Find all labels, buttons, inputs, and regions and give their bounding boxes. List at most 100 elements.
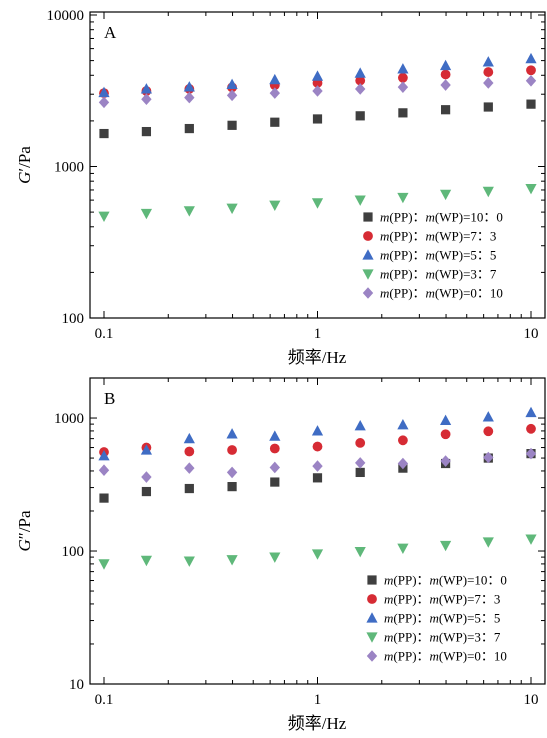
legend-marker [366, 632, 378, 643]
y-axis-label: G″/Pa [15, 510, 34, 552]
data-point-s1 [312, 441, 323, 452]
data-point-s3 [439, 540, 452, 552]
data-point-s3 [140, 208, 153, 220]
data-point-s1 [355, 438, 366, 448]
data-point-s3 [98, 559, 110, 570]
data-point-s4 [355, 83, 366, 95]
data-point-s2 [482, 56, 494, 67]
data-point-s0 [141, 126, 152, 137]
legend-label: m(PP)：m(WP)=7：3 [380, 229, 496, 244]
data-points [98, 52, 537, 222]
y-tick-label: 10 [69, 677, 84, 693]
data-point-s0 [270, 117, 280, 127]
y-axis-label-symbol: G [15, 539, 34, 551]
data-point-s0 [99, 128, 109, 139]
data-point-s3 [525, 183, 537, 195]
data-point-s0 [312, 114, 323, 124]
data-point-s3 [140, 555, 153, 567]
data-point-s1 [227, 445, 237, 455]
data-point-s2 [525, 52, 537, 64]
data-point-s1 [398, 435, 408, 446]
legend-label: m(PP)：m(WP)=0：10 [380, 286, 503, 301]
legend-label: m(PP)：m(WP)=5：5 [384, 611, 500, 626]
data-point-s4 [98, 96, 110, 109]
legend-marker [367, 594, 377, 604]
data-point-s4 [397, 81, 409, 93]
data-point-s1 [483, 67, 494, 77]
data-point-s2 [269, 430, 281, 441]
data-point-s3 [397, 192, 409, 204]
data-point-s4 [525, 74, 537, 87]
data-point-s2 [183, 81, 195, 92]
data-point-s0 [270, 477, 280, 487]
data-point-s0 [99, 493, 109, 503]
tick-group: 0.1 1 10 10 100 1000 [54, 378, 545, 708]
data-point-s4 [525, 447, 537, 460]
data-point-s3 [439, 189, 452, 201]
data-point-s0 [227, 120, 237, 130]
data-point-s1 [440, 429, 451, 440]
data-point-s4 [312, 85, 323, 97]
legend-label: m(PP)：m(WP)=10：0 [384, 573, 507, 588]
y-axis-label: G′/Pa [15, 146, 34, 184]
data-point-s1 [355, 75, 366, 86]
legend-marker [362, 249, 374, 260]
data-point-s1 [440, 69, 451, 80]
y-axis-label-unit: ′/Pa [15, 146, 34, 172]
legend-label: m(PP)：m(WP)=10：0 [380, 210, 503, 225]
legend-marker [366, 650, 378, 662]
data-point-s4 [269, 87, 281, 99]
y-tick-label: 1000 [54, 411, 84, 427]
y-tick-label: 1000 [54, 160, 84, 176]
data-point-s3 [482, 186, 494, 198]
data-point-s2 [269, 73, 281, 85]
legend-marker [363, 212, 373, 222]
legend-marker [362, 269, 374, 280]
data-points [98, 406, 537, 570]
data-point-s3 [269, 200, 281, 212]
legend-label: m(PP)：m(WP)=5：5 [380, 248, 496, 263]
data-point-s0 [184, 123, 194, 134]
legend-marker [366, 612, 378, 623]
data-point-s0 [141, 486, 152, 497]
legend-marker [367, 575, 377, 585]
data-point-s1 [483, 426, 494, 437]
data-point-s0 [184, 483, 194, 494]
data-point-s1 [526, 65, 536, 76]
data-point-s3 [525, 534, 537, 545]
data-point-s3 [354, 546, 366, 558]
legend-label: m(PP)：m(WP)=7：3 [384, 592, 500, 607]
data-point-s0 [355, 111, 365, 121]
data-point-s4 [312, 460, 323, 472]
data-point-s4 [269, 461, 281, 474]
data-point-s2 [98, 449, 110, 461]
data-point-s0 [526, 99, 536, 109]
data-point-s4 [226, 89, 238, 102]
legend-label: m(PP)：m(WP)=3：7 [384, 630, 501, 645]
data-point-s3 [354, 195, 366, 206]
data-point-s3 [183, 556, 195, 567]
data-point-s2 [311, 425, 324, 436]
panel-label: A [104, 23, 117, 42]
data-point-s2 [354, 67, 366, 78]
legend-marker [363, 231, 373, 241]
data-point-s2 [183, 432, 195, 444]
data-point-s0 [312, 473, 323, 483]
x-tick-label: 10 [524, 692, 539, 708]
data-point-s2 [226, 428, 238, 439]
x-axis-label: 频率/Hz [288, 714, 347, 733]
data-point-s3 [269, 552, 281, 563]
y-axis-label-symbol: G [15, 172, 34, 184]
data-point-s4 [141, 471, 152, 483]
data-point-s0 [398, 108, 408, 118]
data-point-s1 [269, 443, 280, 454]
data-point-s4 [355, 457, 366, 469]
data-point-s4 [141, 93, 152, 106]
x-tick-label: 10 [524, 326, 539, 342]
legend-label: m(PP)：m(WP)=3：7 [380, 267, 497, 282]
data-point-s2 [140, 444, 153, 455]
data-point-s2 [311, 70, 324, 81]
data-point-s3 [226, 555, 238, 566]
data-point-s4 [98, 464, 110, 477]
